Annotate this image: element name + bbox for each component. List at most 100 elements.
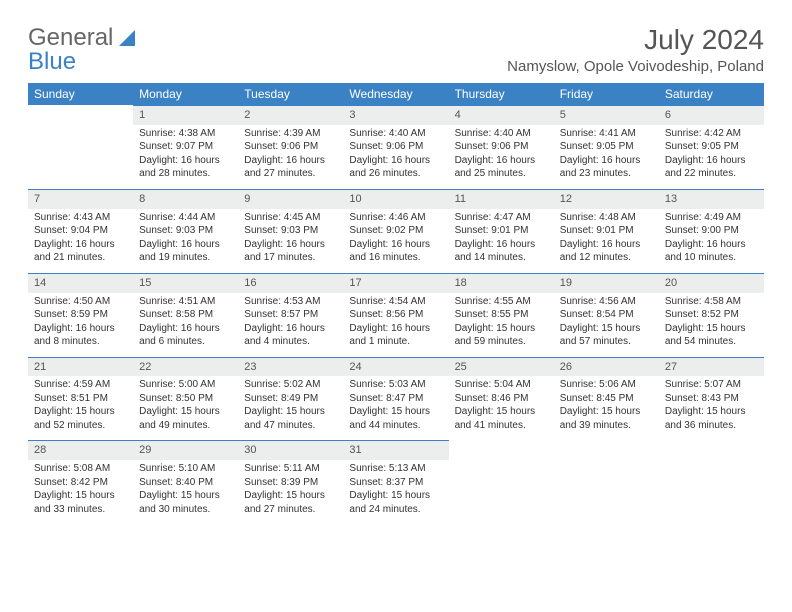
daylight-text: Daylight: 16 hours and 14 minutes. [455, 238, 548, 265]
day-number: 31 [343, 440, 448, 460]
calendar-day-cell: 31Sunrise: 5:13 AMSunset: 8:37 PMDayligh… [343, 440, 448, 524]
sunrise-text: Sunrise: 4:40 AM [349, 127, 442, 141]
calendar-head: SundayMondayTuesdayWednesdayThursdayFrid… [28, 83, 764, 105]
calendar-day-cell: 24Sunrise: 5:03 AMSunset: 8:47 PMDayligh… [343, 357, 448, 441]
calendar-day-cell: 1Sunrise: 4:38 AMSunset: 9:07 PMDaylight… [133, 105, 238, 189]
day-content: Sunrise: 5:13 AMSunset: 8:37 PMDaylight:… [343, 460, 448, 524]
daylight-text: Daylight: 16 hours and 21 minutes. [34, 238, 127, 265]
calendar-day-cell: 21Sunrise: 4:59 AMSunset: 8:51 PMDayligh… [28, 357, 133, 441]
day-number: 8 [133, 189, 238, 209]
daylight-text: Daylight: 16 hours and 25 minutes. [455, 154, 548, 181]
sunset-text: Sunset: 8:56 PM [349, 308, 442, 322]
calendar-header-row: SundayMondayTuesdayWednesdayThursdayFrid… [28, 83, 764, 105]
day-number: 10 [343, 189, 448, 209]
day-content: Sunrise: 5:07 AMSunset: 8:43 PMDaylight:… [659, 376, 764, 440]
day-content: Sunrise: 4:42 AMSunset: 9:05 PMDaylight:… [659, 125, 764, 189]
calendar-day-cell: 26Sunrise: 5:06 AMSunset: 8:45 PMDayligh… [554, 357, 659, 441]
day-content: Sunrise: 4:46 AMSunset: 9:02 PMDaylight:… [343, 209, 448, 273]
calendar-day-cell: 18Sunrise: 4:55 AMSunset: 8:55 PMDayligh… [449, 273, 554, 357]
sunset-text: Sunset: 8:50 PM [139, 392, 232, 406]
calendar-column-header: Sunday [28, 83, 133, 105]
day-number: 18 [449, 273, 554, 293]
day-number: 12 [554, 189, 659, 209]
sunset-text: Sunset: 8:42 PM [34, 476, 127, 490]
daylight-text: Daylight: 16 hours and 28 minutes. [139, 154, 232, 181]
sunrise-text: Sunrise: 4:48 AM [560, 211, 653, 225]
sunrise-text: Sunrise: 4:56 AM [560, 295, 653, 309]
calendar-day-cell: 13Sunrise: 4:49 AMSunset: 9:00 PMDayligh… [659, 189, 764, 273]
calendar-day-cell: 5Sunrise: 4:41 AMSunset: 9:05 PMDaylight… [554, 105, 659, 189]
sunset-text: Sunset: 8:57 PM [244, 308, 337, 322]
day-content: Sunrise: 4:38 AMSunset: 9:07 PMDaylight:… [133, 125, 238, 189]
calendar-day-cell: 4Sunrise: 4:40 AMSunset: 9:06 PMDaylight… [449, 105, 554, 189]
calendar-day-cell [28, 105, 133, 189]
day-number: 3 [343, 105, 448, 125]
calendar-day-cell: 7Sunrise: 4:43 AMSunset: 9:04 PMDaylight… [28, 189, 133, 273]
calendar-day-cell: 15Sunrise: 4:51 AMSunset: 8:58 PMDayligh… [133, 273, 238, 357]
day-number [28, 105, 133, 125]
day-content: Sunrise: 4:59 AMSunset: 8:51 PMDaylight:… [28, 376, 133, 440]
daylight-text: Daylight: 15 hours and 54 minutes. [665, 322, 758, 349]
day-content: Sunrise: 4:47 AMSunset: 9:01 PMDaylight:… [449, 209, 554, 273]
day-number: 27 [659, 357, 764, 377]
daylight-text: Daylight: 15 hours and 33 minutes. [34, 489, 127, 516]
sunrise-text: Sunrise: 4:41 AM [560, 127, 653, 141]
sunset-text: Sunset: 9:06 PM [455, 140, 548, 154]
day-content: Sunrise: 5:00 AMSunset: 8:50 PMDaylight:… [133, 376, 238, 440]
calendar-table: SundayMondayTuesdayWednesdayThursdayFrid… [28, 83, 764, 524]
page-title: July 2024 [507, 24, 764, 56]
calendar-day-cell: 22Sunrise: 5:00 AMSunset: 8:50 PMDayligh… [133, 357, 238, 441]
day-number: 21 [28, 357, 133, 377]
day-content [659, 460, 764, 512]
sunset-text: Sunset: 9:06 PM [244, 140, 337, 154]
calendar-column-header: Saturday [659, 83, 764, 105]
calendar-column-header: Friday [554, 83, 659, 105]
day-number: 7 [28, 189, 133, 209]
sunset-text: Sunset: 8:37 PM [349, 476, 442, 490]
daylight-text: Daylight: 16 hours and 6 minutes. [139, 322, 232, 349]
calendar-week-row: 28Sunrise: 5:08 AMSunset: 8:42 PMDayligh… [28, 440, 764, 524]
sunrise-text: Sunrise: 5:11 AM [244, 462, 337, 476]
sunset-text: Sunset: 8:49 PM [244, 392, 337, 406]
day-content: Sunrise: 4:40 AMSunset: 9:06 PMDaylight:… [343, 125, 448, 189]
sunrise-text: Sunrise: 5:08 AM [34, 462, 127, 476]
day-content: Sunrise: 5:06 AMSunset: 8:45 PMDaylight:… [554, 376, 659, 440]
header: General July 2024 Namyslow, Opole Voivod… [28, 24, 764, 75]
day-number: 30 [238, 440, 343, 460]
day-content: Sunrise: 4:51 AMSunset: 8:58 PMDaylight:… [133, 293, 238, 357]
sunset-text: Sunset: 9:04 PM [34, 224, 127, 238]
daylight-text: Daylight: 15 hours and 41 minutes. [455, 405, 548, 432]
location-text: Namyslow, Opole Voivodeship, Poland [507, 58, 764, 75]
day-number: 19 [554, 273, 659, 293]
calendar-day-cell: 9Sunrise: 4:45 AMSunset: 9:03 PMDaylight… [238, 189, 343, 273]
calendar-day-cell: 10Sunrise: 4:46 AMSunset: 9:02 PMDayligh… [343, 189, 448, 273]
calendar-week-row: 1Sunrise: 4:38 AMSunset: 9:07 PMDaylight… [28, 105, 764, 189]
sunrise-text: Sunrise: 4:43 AM [34, 211, 127, 225]
calendar-column-header: Wednesday [343, 83, 448, 105]
sunrise-text: Sunrise: 4:44 AM [139, 211, 232, 225]
day-content [449, 460, 554, 512]
day-content: Sunrise: 4:43 AMSunset: 9:04 PMDaylight:… [28, 209, 133, 273]
day-content: Sunrise: 4:48 AMSunset: 9:01 PMDaylight:… [554, 209, 659, 273]
day-content: Sunrise: 4:53 AMSunset: 8:57 PMDaylight:… [238, 293, 343, 357]
calendar-column-header: Thursday [449, 83, 554, 105]
calendar-day-cell: 17Sunrise: 4:54 AMSunset: 8:56 PMDayligh… [343, 273, 448, 357]
calendar-day-cell: 16Sunrise: 4:53 AMSunset: 8:57 PMDayligh… [238, 273, 343, 357]
day-number: 4 [449, 105, 554, 125]
day-number: 6 [659, 105, 764, 125]
sunset-text: Sunset: 8:58 PM [139, 308, 232, 322]
day-content: Sunrise: 4:54 AMSunset: 8:56 PMDaylight:… [343, 293, 448, 357]
day-content: Sunrise: 5:08 AMSunset: 8:42 PMDaylight:… [28, 460, 133, 524]
sunrise-text: Sunrise: 4:39 AM [244, 127, 337, 141]
daylight-text: Daylight: 16 hours and 16 minutes. [349, 238, 442, 265]
title-block: July 2024 Namyslow, Opole Voivodeship, P… [507, 24, 764, 75]
day-content: Sunrise: 4:41 AMSunset: 9:05 PMDaylight:… [554, 125, 659, 189]
day-content: Sunrise: 5:02 AMSunset: 8:49 PMDaylight:… [238, 376, 343, 440]
daylight-text: Daylight: 15 hours and 24 minutes. [349, 489, 442, 516]
sunset-text: Sunset: 8:59 PM [34, 308, 127, 322]
logo-text-2: Blue [28, 48, 76, 76]
daylight-text: Daylight: 16 hours and 19 minutes. [139, 238, 232, 265]
day-number: 13 [659, 189, 764, 209]
day-number: 29 [133, 440, 238, 460]
daylight-text: Daylight: 16 hours and 27 minutes. [244, 154, 337, 181]
